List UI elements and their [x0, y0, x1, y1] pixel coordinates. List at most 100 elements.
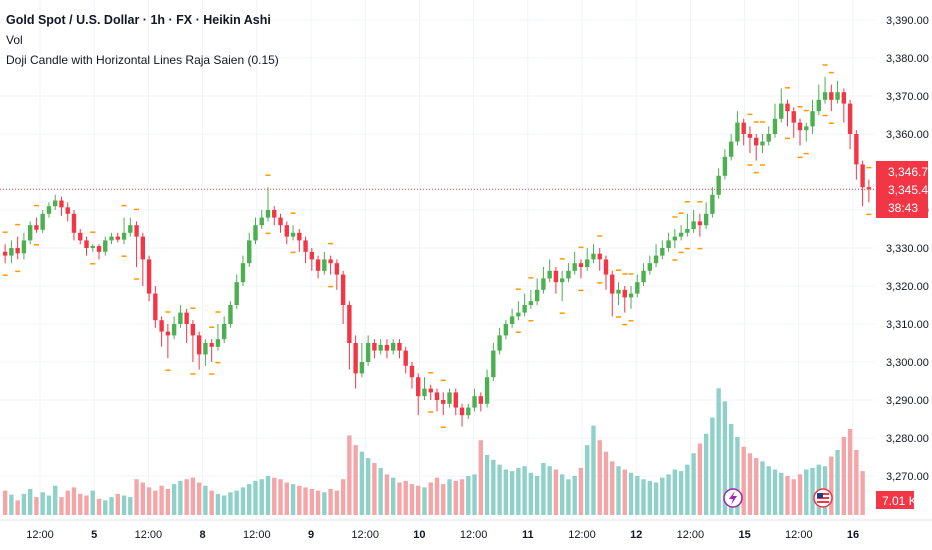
volume-bar	[516, 467, 521, 515]
candle	[847, 99, 853, 150]
volume-bar	[159, 485, 164, 515]
candle-body	[766, 134, 771, 142]
x-tick-label: 5	[91, 529, 97, 541]
volume-bar	[265, 476, 271, 515]
candle	[754, 134, 759, 161]
volume-bar	[347, 435, 352, 515]
volume-bar	[378, 467, 383, 515]
candle	[265, 187, 271, 222]
x-tick-label: 12:00	[677, 529, 705, 541]
candle-body	[353, 343, 358, 374]
candle	[390, 339, 396, 355]
candle	[835, 80, 840, 104]
candle	[353, 335, 358, 389]
candle	[672, 229, 678, 248]
candle-body	[290, 232, 296, 237]
volume-bar	[441, 484, 446, 515]
volume-bar	[190, 477, 196, 515]
candle	[566, 263, 571, 283]
volume-bar	[390, 477, 396, 515]
candle-body	[71, 213, 77, 233]
candle	[603, 255, 609, 290]
candle	[315, 255, 321, 279]
candle-body	[491, 350, 496, 378]
volume-bar	[416, 485, 421, 515]
candle	[272, 206, 277, 226]
candle	[428, 384, 433, 400]
candle-body	[78, 232, 83, 241]
candle-body	[509, 316, 515, 324]
candle-body	[278, 217, 283, 226]
volume-bar	[21, 493, 27, 515]
time-axis[interactable]: 12:00 5 12:00 8 12:00 9 12:00 10 12:00 11 12:00 12 1…	[26, 529, 859, 541]
volume-bar	[597, 440, 602, 515]
us-flag-icon[interactable]	[813, 488, 833, 508]
candle-body	[21, 240, 27, 254]
candle	[190, 320, 196, 362]
candle-body	[635, 282, 640, 294]
candle-body	[265, 210, 271, 218]
volume-bar	[484, 454, 490, 515]
volume-bar	[760, 461, 765, 515]
candle	[491, 343, 496, 381]
volume-bar	[547, 466, 552, 515]
candle-body	[566, 270, 571, 279]
volume-bar	[78, 493, 83, 515]
candle	[340, 270, 346, 324]
candle-body	[272, 210, 277, 218]
candle	[829, 84, 834, 112]
candle-body	[378, 344, 383, 351]
candle-body	[641, 270, 646, 283]
candle-body	[503, 324, 509, 336]
candle-body	[835, 92, 840, 100]
symbol-title[interactable]: Gold Spot / U.S. Dollar · 1h · FX · Heik…	[6, 13, 271, 27]
candle	[797, 118, 803, 146]
candle	[572, 251, 577, 275]
candle-body	[528, 301, 534, 305]
candle-body	[134, 225, 139, 237]
candle	[347, 301, 352, 370]
price-axis[interactable]: 3,270.00 3,280.00 3,290.00 3,300.00 3,310.00…	[886, 15, 929, 483]
volume-bar	[253, 480, 258, 515]
volume-bar	[353, 445, 358, 515]
volume-bar	[171, 484, 177, 515]
volume-bar	[622, 469, 627, 515]
candle	[810, 99, 815, 134]
last-price-label: 3,346.79	[888, 165, 932, 179]
volume-indicator-label[interactable]: Vol	[6, 33, 23, 47]
volume-bar	[553, 469, 559, 515]
candle	[635, 274, 640, 298]
candle	[65, 202, 70, 222]
doji-indicator-label[interactable]: Doji Candle with Horizontal Lines Raja S…	[6, 53, 279, 67]
candle-body	[109, 236, 114, 241]
candle-body	[140, 236, 146, 260]
candle-body	[359, 362, 365, 374]
volume-bar	[434, 477, 440, 515]
candle	[9, 240, 14, 264]
candle	[559, 270, 565, 302]
volume-bar	[491, 459, 496, 515]
candle-body	[459, 407, 465, 416]
candle	[616, 282, 621, 305]
candle	[741, 118, 746, 146]
y-tick-label: 3,290.00	[886, 395, 929, 407]
volume-bar	[779, 472, 784, 515]
volume-bar	[509, 471, 515, 515]
volume-bar	[165, 489, 171, 515]
candle	[215, 324, 221, 351]
volume-bar	[791, 479, 796, 515]
volume-bar	[766, 466, 771, 515]
candle-body	[96, 246, 102, 252]
candle	[484, 369, 490, 408]
volume-bar	[340, 479, 346, 515]
candle-body	[747, 134, 753, 138]
lightning-icon[interactable]	[723, 488, 743, 508]
volume-bar	[710, 417, 715, 515]
volume-bar	[334, 490, 340, 515]
candle	[597, 248, 602, 271]
candle	[722, 149, 728, 180]
x-tick-label: 12:00	[243, 529, 271, 541]
x-tick-label: 12:00	[568, 529, 596, 541]
candle	[403, 346, 408, 374]
